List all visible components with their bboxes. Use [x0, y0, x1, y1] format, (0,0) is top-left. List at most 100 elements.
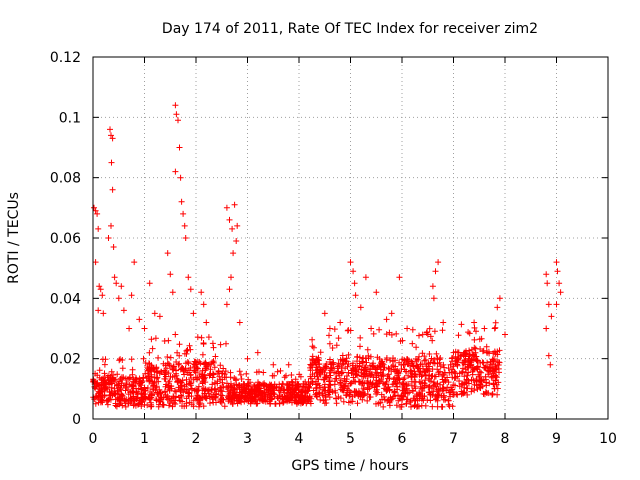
data-point: [435, 392, 442, 399]
data-point: [337, 319, 344, 326]
data-point: [425, 384, 432, 391]
data-point: [309, 360, 316, 367]
data-point: [109, 374, 116, 381]
data-point: [466, 347, 473, 354]
data-point: [439, 373, 446, 379]
data-point: [402, 389, 409, 396]
data-point: [472, 355, 479, 362]
data-point: [195, 365, 201, 372]
data-point: [385, 383, 392, 390]
data-point: [105, 397, 111, 404]
data-point: [277, 367, 284, 374]
data-point: [364, 346, 371, 353]
x-tick-label: 6: [398, 431, 407, 447]
x-tick-label: 1: [140, 431, 149, 447]
grid-lines: [93, 57, 608, 419]
data-point: [366, 370, 373, 377]
data-point: [319, 390, 326, 397]
data-point: [428, 373, 435, 380]
data-point: [109, 186, 116, 193]
data-point: [254, 349, 261, 356]
data-point: [202, 359, 209, 366]
data-point: [101, 361, 108, 368]
data-point: [430, 388, 437, 395]
data-point: [119, 402, 126, 409]
data-point: [116, 357, 123, 364]
data-point: [185, 274, 192, 281]
data-point: [169, 289, 176, 296]
data-point: [136, 316, 143, 323]
data-point: [288, 372, 295, 378]
data-point: [478, 335, 485, 342]
data-point: [162, 383, 169, 390]
data-point: [244, 355, 251, 362]
data-point: [148, 401, 154, 408]
x-tick-label: 7: [449, 431, 458, 447]
data-point: [485, 348, 492, 355]
data-point: [359, 396, 366, 403]
data-point: [96, 389, 103, 396]
data-point: [184, 369, 191, 376]
data-point: [466, 330, 473, 337]
data-point: [427, 359, 434, 366]
data-point: [92, 207, 99, 214]
data-point: [430, 295, 437, 302]
y-tick-label: 0: [72, 412, 81, 428]
data-point: [274, 368, 281, 375]
x-tick-label: 2: [192, 431, 201, 447]
data-point: [440, 386, 447, 393]
data-point: [175, 117, 181, 124]
y-tick-label: 0.12: [50, 50, 81, 66]
data-point: [440, 392, 447, 399]
data-point: [343, 385, 350, 392]
data-point: [462, 366, 469, 373]
data-point: [148, 391, 155, 398]
data-point: [183, 350, 190, 357]
data-point: [110, 244, 117, 250]
data-point: [98, 381, 105, 388]
data-point: [459, 380, 466, 387]
x-tick-label: 4: [295, 431, 304, 447]
data-point: [210, 371, 217, 378]
data-point: [429, 403, 436, 410]
data-point: [101, 392, 108, 398]
data-point: [419, 331, 426, 338]
data-point: [247, 397, 254, 404]
data-point: [234, 386, 241, 393]
data-point: [496, 369, 502, 376]
data-point: [226, 286, 233, 293]
data-point: [468, 376, 475, 383]
data-point: [267, 395, 274, 402]
data-point: [321, 310, 328, 317]
data-point: [350, 374, 357, 381]
data-point: [95, 307, 102, 314]
data-point: [424, 331, 431, 338]
data-point: [161, 338, 168, 344]
data-point: [349, 365, 356, 372]
data-point: [319, 392, 326, 399]
y-tick-label: 0.06: [50, 231, 81, 247]
data-point: [320, 386, 327, 393]
data-point: [441, 364, 448, 371]
data-point: [407, 397, 414, 404]
data-point: [148, 336, 155, 343]
data-point: [170, 399, 177, 406]
data-point: [390, 362, 397, 369]
data-point: [417, 392, 424, 398]
data-point: [217, 362, 224, 369]
data-point: [219, 396, 226, 403]
data-point: [422, 356, 429, 363]
data-point: [329, 345, 336, 351]
data-point: [140, 355, 147, 362]
data-point: [494, 391, 501, 398]
y-tick-label: 0.02: [50, 352, 81, 368]
data-point: [261, 382, 268, 389]
data-point: [458, 381, 465, 388]
data-point: [125, 400, 132, 407]
data-point: [348, 379, 355, 386]
data-point: [389, 381, 396, 388]
data-point: [267, 400, 273, 407]
data-point: [416, 378, 423, 385]
y-tick-label: 0.1: [59, 110, 81, 126]
